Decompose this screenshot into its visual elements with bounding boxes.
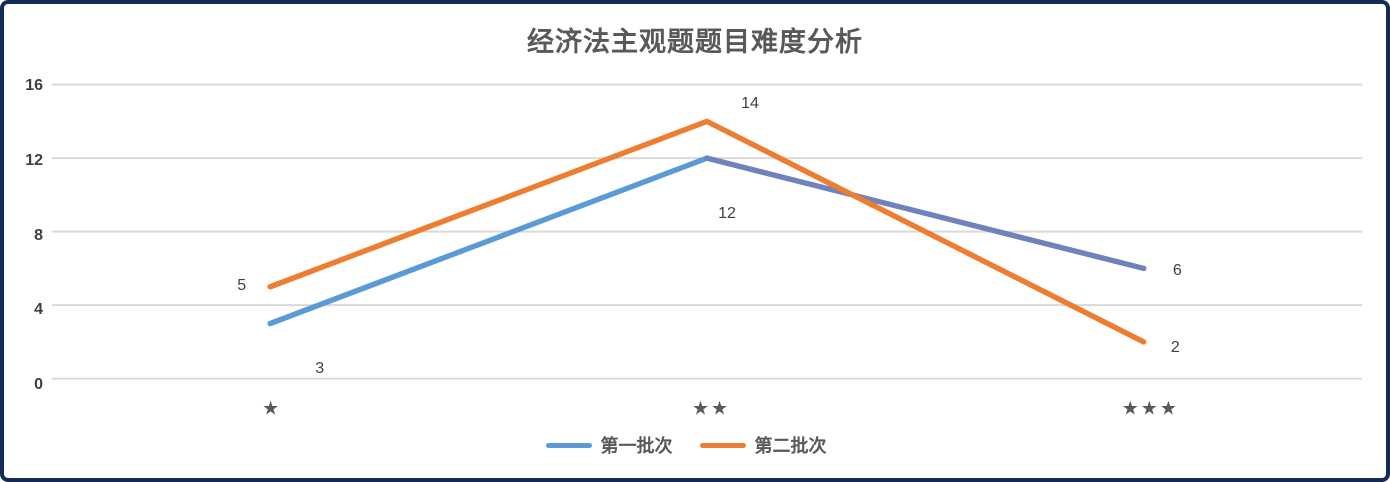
y-tick-label: 16 <box>25 77 43 94</box>
line-chart-canvas <box>51 83 1363 380</box>
legend-swatch-series1 <box>545 442 592 448</box>
data-point-label: 12 <box>718 204 736 222</box>
series-line-segment <box>704 155 1147 272</box>
x-category-label: ★ <box>262 398 282 420</box>
data-point-label: 5 <box>237 276 247 294</box>
data-point-label: 3 <box>315 359 325 377</box>
legend: 第一批次 第二批次 <box>4 432 1386 458</box>
y-tick-label: 12 <box>25 151 43 169</box>
legend-label-series1: 第一批次 <box>600 436 673 456</box>
series-line-segment <box>267 155 710 327</box>
chart-title: 经济法主观题题目难度分析 <box>527 27 863 57</box>
data-point-label: 14 <box>741 95 759 113</box>
y-tick-label: 4 <box>34 301 43 319</box>
legend-swatch-series2 <box>699 442 746 448</box>
x-category-label: ★★★ <box>1121 398 1179 420</box>
data-point-label: 2 <box>1170 338 1180 356</box>
series-line-segment <box>267 118 710 290</box>
x-category-label: ★★ <box>691 398 731 420</box>
legend-label-series2: 第二批次 <box>754 436 827 456</box>
data-point-label: 6 <box>1172 261 1182 279</box>
y-tick-label: 0 <box>34 376 43 393</box>
y-tick-label: 8 <box>34 226 43 244</box>
series-line-segment <box>704 118 1147 345</box>
